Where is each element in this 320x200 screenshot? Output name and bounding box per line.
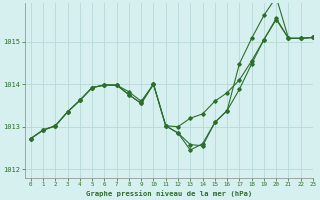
X-axis label: Graphe pression niveau de la mer (hPa): Graphe pression niveau de la mer (hPa) [86,190,252,197]
